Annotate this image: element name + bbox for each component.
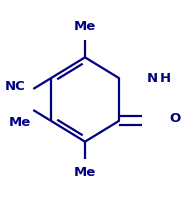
Text: Me: Me <box>74 166 96 179</box>
Text: N: N <box>146 72 157 85</box>
Text: H: H <box>160 72 171 85</box>
Text: O: O <box>169 112 181 125</box>
Text: NC: NC <box>5 80 25 93</box>
Text: Me: Me <box>9 116 31 129</box>
Text: Me: Me <box>74 20 96 33</box>
